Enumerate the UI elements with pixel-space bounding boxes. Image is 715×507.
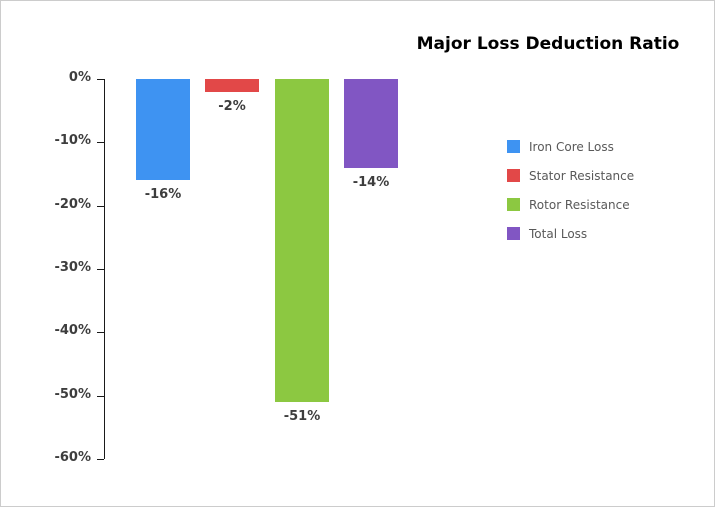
y-axis-tick-label: -10% [54,133,91,149]
y-axis-tick [97,79,104,80]
y-axis-tick-label: -30% [54,260,91,275]
legend: Iron Core Loss Stator Resistance Rotor Res… [507,140,634,256]
legend-item: Total Loss [507,226,634,241]
bar-value-label: -16% [144,187,182,202]
bar-value-label: -2% [218,99,246,114]
y-axis-tick-label: -20% [54,196,91,212]
y-axis-tick-label: -40% [54,323,91,339]
y-axis-tick [97,395,104,397]
bar-stator-resistance [205,79,259,92]
legend-item: Rotor Resistance [507,197,634,212]
y-axis-tick [97,205,104,207]
y-axis-tick [97,332,104,334]
y-axis-line [104,79,105,459]
bar-value-label: -51% [283,409,321,424]
chart-title: Major Loss Deduction Ratio [416,34,680,54]
y-axis-tick [97,269,104,270]
legend-label: Stator Resistance [529,168,635,183]
legend-swatch-icon [507,169,520,182]
legend-swatch-icon [507,198,520,211]
bar-iron-core-loss [136,79,190,180]
legend-swatch-icon [507,227,520,240]
y-axis-tick-label: -60% [54,450,91,465]
legend-item: Iron Core Loss [507,139,634,154]
y-axis-tick [97,142,104,144]
y-axis-tick [97,459,104,460]
bar-rotor-resistance [275,79,329,402]
legend-label: Total Loss [529,226,588,241]
bar-value-label: -14% [352,175,390,190]
legend-item: Stator Resistance [507,168,635,183]
legend-swatch-icon [507,140,520,153]
y-axis-tick-label: 0% [68,70,91,85]
legend-label: Rotor Resistance [529,197,630,212]
legend-label: Iron Core Loss [529,139,614,154]
bar-total-loss [344,79,398,168]
y-axis-tick-label: -50% [54,386,91,402]
